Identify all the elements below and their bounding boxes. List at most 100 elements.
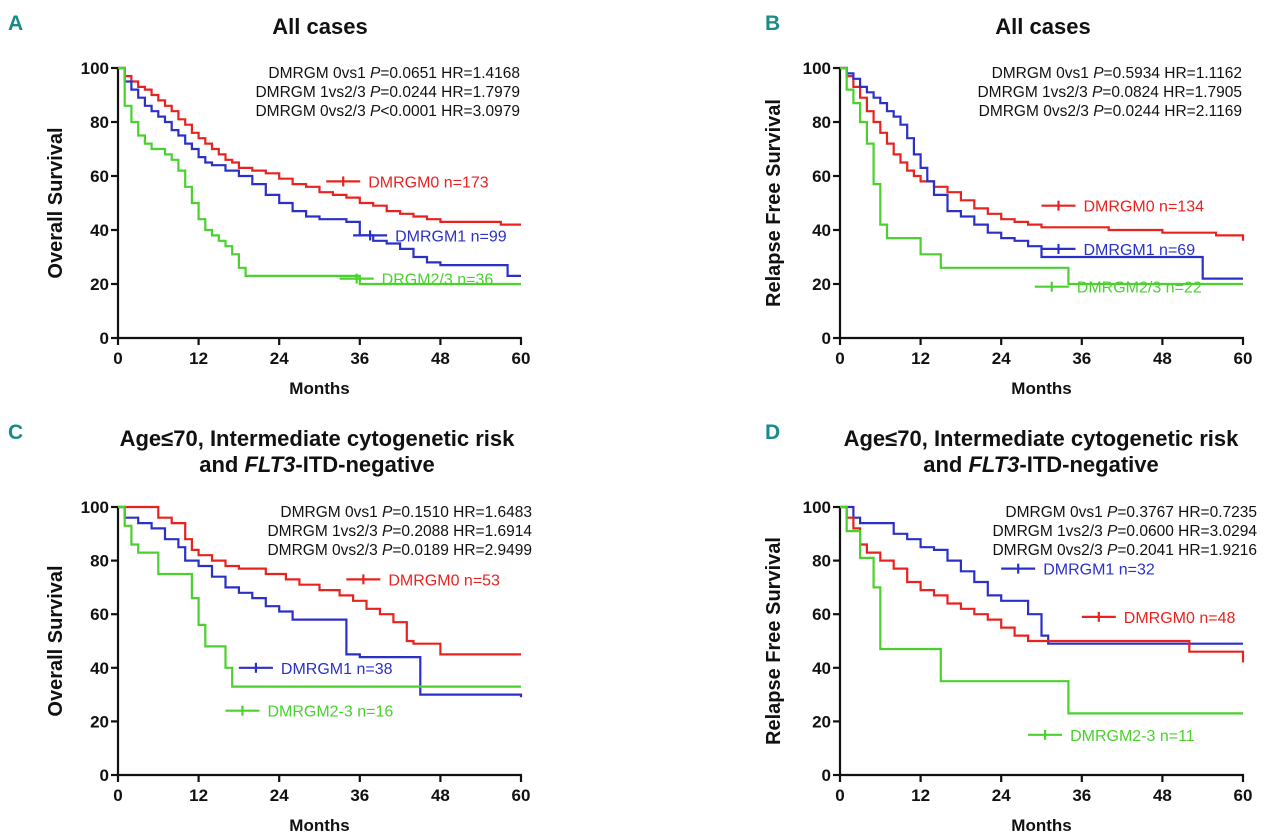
chart-title: All cases — [995, 14, 1090, 39]
y-tick-label: 60 — [812, 605, 831, 624]
legend-label: DMRGM1 n=32 — [1043, 562, 1155, 579]
y-tick-label: 0 — [100, 329, 109, 348]
x-tick-label: 24 — [992, 349, 1011, 368]
chart-title: and FLT3-ITD-negative — [923, 452, 1159, 477]
panel-a: A All cases 0 12 24 36 48 60 0 20 40 60 80 100 Months O… — [8, 12, 530, 398]
y-axis-label: Relapse Free Survival — [763, 537, 785, 745]
y-tick-label: 20 — [90, 712, 109, 731]
legend-label: DMRGM0 n=173 — [368, 174, 489, 191]
stat-line: DMRGM 1vs2/3 P=0.0824 HR=1.7905 — [977, 84, 1242, 101]
y-tick-label: 100 — [81, 498, 109, 517]
stat-line: DMRGM 0vs2/3 P<0.0001 HR=3.0979 — [255, 103, 520, 120]
survival-curve — [118, 66, 521, 226]
x-tick-label: 12 — [189, 786, 208, 805]
x-tick-label: 36 — [1072, 349, 1091, 368]
x-axis-label: Months — [1011, 379, 1071, 398]
x-tick-label: 12 — [911, 786, 930, 805]
x-tick-label: 36 — [350, 349, 369, 368]
x-tick-label: 48 — [431, 349, 450, 368]
survival-curve — [118, 66, 521, 277]
chart-title: All cases — [272, 14, 367, 39]
y-tick-label: 20 — [90, 275, 109, 294]
y-axis-label: Relapse Free Survival — [763, 99, 785, 307]
stat-line: DMRGM 0vs1 P=0.0651 HR=1.4168 — [268, 65, 520, 82]
y-tick-label: 60 — [90, 167, 109, 186]
legend-label: DMRGM1 n=69 — [1084, 242, 1196, 259]
panel-label: C — [8, 421, 23, 444]
y-tick-label: 100 — [803, 59, 831, 78]
x-tick-label: 60 — [512, 786, 531, 805]
legend-label: DMRGM0 n=48 — [1124, 610, 1236, 627]
survival-curve — [118, 505, 521, 688]
chart-title: and FLT3-ITD-negative — [199, 452, 435, 477]
x-tick-label: 12 — [911, 349, 930, 368]
y-tick-label: 20 — [812, 275, 831, 294]
x-axis-label: Months — [289, 816, 349, 835]
y-tick-label: 80 — [90, 113, 109, 132]
y-tick-label: 40 — [812, 221, 831, 240]
y-tick-label: 40 — [812, 659, 831, 678]
x-tick-label: 60 — [512, 349, 531, 368]
panel-label: A — [8, 12, 23, 35]
stat-line: DMRGM 0vs2/3 P=0.0189 HR=2.9499 — [267, 542, 532, 559]
stat-line: DMRGM 0vs1 P=0.5934 HR=1.1162 — [992, 65, 1242, 82]
chart-title: Age≤70, Intermediate cytogenetic risk — [120, 426, 516, 451]
survival-curve — [840, 505, 1245, 663]
y-tick-label: 0 — [822, 766, 831, 785]
survival-curve — [840, 505, 1243, 715]
stat-line: DMRGM 0vs1 P=0.3767 HR=0.7235 — [1005, 504, 1257, 521]
x-tick-label: 24 — [992, 786, 1011, 805]
panel-label: D — [765, 421, 780, 444]
stat-line: DMRGM 1vs2/3 P=0.0600 HR=3.0294 — [992, 523, 1257, 540]
x-tick-label: 60 — [1234, 349, 1253, 368]
x-axis-label: Months — [289, 379, 349, 398]
x-tick-label: 36 — [350, 786, 369, 805]
stat-line: DMRGM 0vs2/3 P=0.2041 HR=1.9216 — [992, 542, 1257, 559]
x-tick-label: 12 — [189, 349, 208, 368]
x-tick-label: 48 — [431, 786, 450, 805]
survival-curve — [118, 505, 521, 656]
chart-title: Age≤70, Intermediate cytogenetic risk — [844, 426, 1240, 451]
survival-curve — [118, 66, 521, 286]
y-tick-label: 80 — [812, 113, 831, 132]
panel-b: B All cases 0 12 24 36 48 60 0 20 40 60 80 100 Months R… — [763, 12, 1252, 398]
x-tick-label: 24 — [270, 786, 289, 805]
x-tick-label: 60 — [1234, 786, 1253, 805]
stat-line: DMRGM 1vs2/3 P=0.0244 HR=1.7979 — [255, 84, 520, 101]
x-tick-label: 24 — [270, 349, 289, 368]
survival-curve — [840, 505, 1243, 645]
legend-label: DMRGM2/3 n=22 — [1077, 280, 1202, 297]
y-tick-label: 100 — [81, 59, 109, 78]
legend-label: DMRGM2-3 n=16 — [267, 704, 393, 721]
legend-label: DMRGM0 n=134 — [1084, 199, 1205, 216]
y-tick-label: 60 — [90, 605, 109, 624]
y-tick-label: 40 — [90, 659, 109, 678]
stat-line: DMRGM 0vs2/3 P=0.0244 HR=2.1169 — [979, 103, 1242, 120]
y-tick-label: 0 — [822, 329, 831, 348]
x-tick-label: 48 — [1153, 786, 1172, 805]
stat-line: DMRGM 1vs2/3 P=0.2088 HR=1.6914 — [267, 523, 532, 540]
survival-curve — [840, 66, 1243, 286]
x-tick-label: 48 — [1153, 349, 1172, 368]
x-tick-label: 0 — [835, 786, 844, 805]
y-tick-label: 40 — [90, 221, 109, 240]
x-tick-label: 0 — [113, 786, 122, 805]
survival-curve — [840, 66, 1243, 280]
legend-label: DRGM2/3 n=36 — [382, 272, 494, 289]
survival-curve — [118, 505, 523, 698]
y-axis-label: Overall Survival — [45, 127, 67, 278]
panel-d: D Age≤70, Intermediate cytogenetic riskan… — [763, 421, 1257, 835]
panel-label: B — [765, 12, 780, 35]
y-tick-label: 100 — [803, 498, 831, 517]
x-axis-label: Months — [1011, 816, 1071, 835]
legend-label: DMRGM1 n=99 — [395, 228, 507, 245]
stat-line: DMRGM 0vs1 P=0.1510 HR=1.6483 — [280, 504, 532, 521]
y-tick-label: 80 — [812, 552, 831, 571]
legend-label: DMRGM2-3 n=11 — [1070, 728, 1195, 745]
y-tick-label: 60 — [812, 167, 831, 186]
x-tick-label: 0 — [113, 349, 122, 368]
x-tick-label: 36 — [1072, 786, 1091, 805]
panel-c: C Age≤70, Intermediate cytogenetic riskan… — [8, 421, 532, 835]
y-tick-label: 0 — [100, 766, 109, 785]
